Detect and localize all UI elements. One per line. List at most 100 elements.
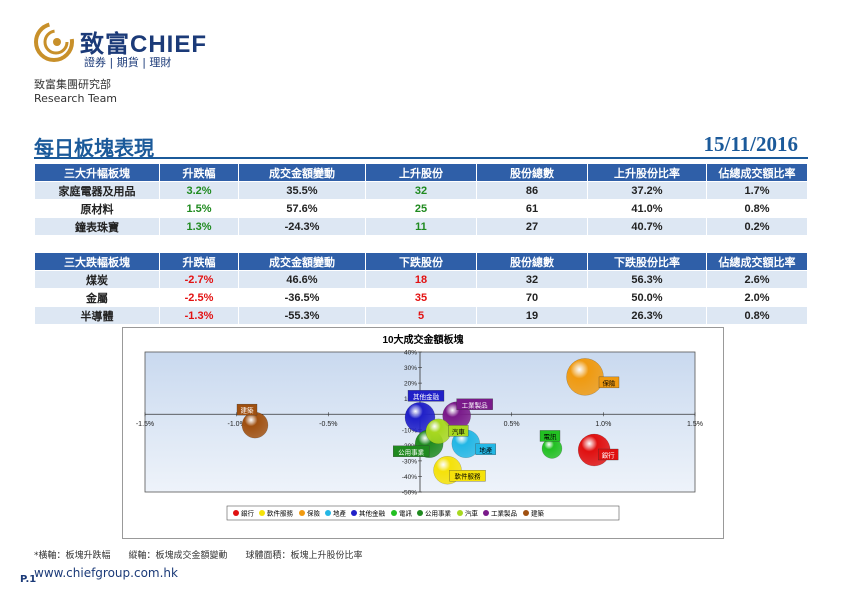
x-tick-label: -1.0%	[228, 421, 246, 428]
logo: 致富CHIEF 證券 | 期貨 | 理財	[34, 18, 244, 69]
col-header: 下跌股份	[365, 252, 477, 271]
col-header: 升跌幅	[159, 252, 239, 271]
table-row: 原材料 1.5% 57.6% 25 61 41.0% 0.8%	[34, 199, 808, 218]
data-label: 軟件服務	[455, 472, 482, 481]
legend-marker	[523, 510, 529, 516]
brand-tagline: 證券 | 期貨 | 理財	[84, 56, 172, 69]
total-count: 32	[476, 270, 588, 289]
col-header: 成交金額變動	[238, 252, 366, 271]
table-row: 家庭電器及用品 3.2% 35.5% 32 86 37.2% 1.7%	[34, 181, 808, 200]
data-label: 建築	[241, 406, 255, 415]
data-label: 地產	[479, 445, 493, 454]
chart-title: 10大成交金額板塊	[382, 333, 463, 346]
data-label-bg	[475, 443, 496, 455]
data-label-bg	[236, 403, 258, 416]
legend-label: 公用事業	[425, 509, 452, 518]
total-count: 86	[476, 181, 588, 200]
table-header-row: 三大跌幅板塊 升跌幅 成交金額變動 下跌股份 股份總數 下跌股份比率 佔總成交額…	[34, 252, 808, 271]
turnover-share: 1.7%	[706, 181, 808, 200]
sector-name: 鐘表珠寶	[34, 217, 160, 236]
falling-count: 18	[365, 270, 477, 289]
legend-marker	[417, 510, 423, 516]
change-pct: -2.7%	[159, 270, 239, 289]
turnover-change: -24.3%	[238, 217, 366, 236]
data-label: 汽車	[452, 427, 466, 436]
rising-ratio: 37.2%	[587, 181, 707, 200]
report-date: 15/11/2016	[703, 132, 798, 156]
y-tick-label: 40%	[404, 350, 417, 357]
turnover-change: -36.5%	[238, 288, 366, 307]
turnover-share: 2.0%	[706, 288, 808, 307]
department-en: Research Team	[34, 92, 118, 105]
x-tick-label: 1.5%	[687, 421, 703, 428]
col-header: 上升股份比率	[587, 163, 707, 182]
sector-name: 金屬	[34, 288, 160, 307]
y-tick-label: -50%	[402, 490, 417, 497]
col-header: 成交金額變動	[238, 163, 366, 182]
data-label-bg	[598, 376, 620, 389]
turnover-share: 0.8%	[706, 306, 808, 325]
department: 致富集團研究部 Research Team	[34, 78, 117, 106]
legend-label: 工業製品	[491, 509, 517, 518]
table-row: 煤炭 -2.7% 46.6% 18 32 56.3% 2.6%	[34, 270, 808, 289]
legend-marker	[483, 510, 489, 516]
data-label-bg	[456, 398, 493, 410]
total-count: 19	[476, 306, 588, 325]
falling-ratio: 56.3%	[587, 270, 707, 289]
rising-count: 11	[365, 217, 477, 236]
turnover-change: 46.6%	[238, 270, 366, 289]
data-label: 銀行	[602, 451, 616, 460]
sector-name: 家庭電器及用品	[34, 181, 160, 200]
total-count: 70	[476, 288, 588, 307]
total-count: 61	[476, 199, 588, 218]
rising-ratio: 40.7%	[587, 217, 707, 236]
bubble-9	[241, 411, 269, 439]
sector-name: 半導體	[34, 306, 160, 325]
data-label: 公用事業	[398, 447, 425, 456]
legend-label: 其他金融	[359, 509, 386, 518]
legend-marker	[351, 510, 357, 516]
website-link[interactable]: www.chiefgroup.com.hk	[34, 566, 178, 580]
bubble-7	[425, 418, 452, 445]
legend-label: 汽車	[465, 509, 479, 518]
col-header: 上升股份	[365, 163, 477, 182]
x-tick-label: 1.0%	[595, 421, 611, 428]
turnover-share: 0.8%	[706, 199, 808, 218]
legend-label: 軟件服務	[267, 509, 294, 518]
col-header: 股份總數	[476, 163, 588, 182]
change-pct: -1.3%	[159, 306, 239, 325]
data-label-bg	[539, 430, 561, 442]
data-label-bg	[448, 425, 469, 437]
x-tick-label: -1.5%	[136, 421, 154, 428]
bubble-2	[566, 358, 604, 396]
col-header: 三大升幅板塊	[34, 163, 160, 182]
department-cn: 致富集團研究部	[34, 78, 111, 91]
data-label-bg	[407, 390, 445, 402]
legend-label: 地產	[333, 509, 347, 518]
data-label: 其他金融	[413, 392, 440, 401]
page-title: 每日板塊表現	[34, 136, 154, 160]
table-row: 半導體 -1.3% -55.3% 5 19 26.3% 0.8%	[34, 306, 808, 325]
x-tick-label: 0.5%	[504, 421, 520, 428]
page-number: P.1	[20, 574, 37, 585]
sector-name: 煤炭	[34, 270, 160, 289]
title-divider	[34, 157, 808, 159]
data-label: 工業製品	[462, 400, 488, 409]
legend-marker	[233, 510, 239, 516]
table-header-row: 三大升幅板塊 升跌幅 成交金額變動 上升股份 股份總數 上升股份比率 佔總成交額…	[34, 163, 808, 182]
y-tick-label: -10%	[402, 427, 417, 434]
y-tick-label: -30%	[402, 458, 417, 465]
bubble-chart: 10大成交金額板塊 -1.5% -1.0% -0.5% 0.5% 1.0% 1.5% 40% 3…	[136, 333, 703, 521]
change-pct: -2.5%	[159, 288, 239, 307]
data-label-bg	[393, 445, 430, 457]
legend-marker	[457, 510, 463, 516]
rising-sectors-table: 三大升幅板塊 升跌幅 成交金額變動 上升股份 股份總數 上升股份比率 佔總成交額…	[34, 163, 808, 236]
rising-count: 25	[365, 199, 477, 218]
legend-marker	[259, 510, 265, 516]
legend-label: 建築	[531, 509, 545, 518]
chief-logo-icon	[34, 22, 74, 62]
falling-count: 35	[365, 288, 477, 307]
total-count: 27	[476, 217, 588, 236]
change-pct: 3.2%	[159, 181, 239, 200]
table-row: 金屬 -2.5% -36.5% 35 70 50.0% 2.0%	[34, 288, 808, 307]
